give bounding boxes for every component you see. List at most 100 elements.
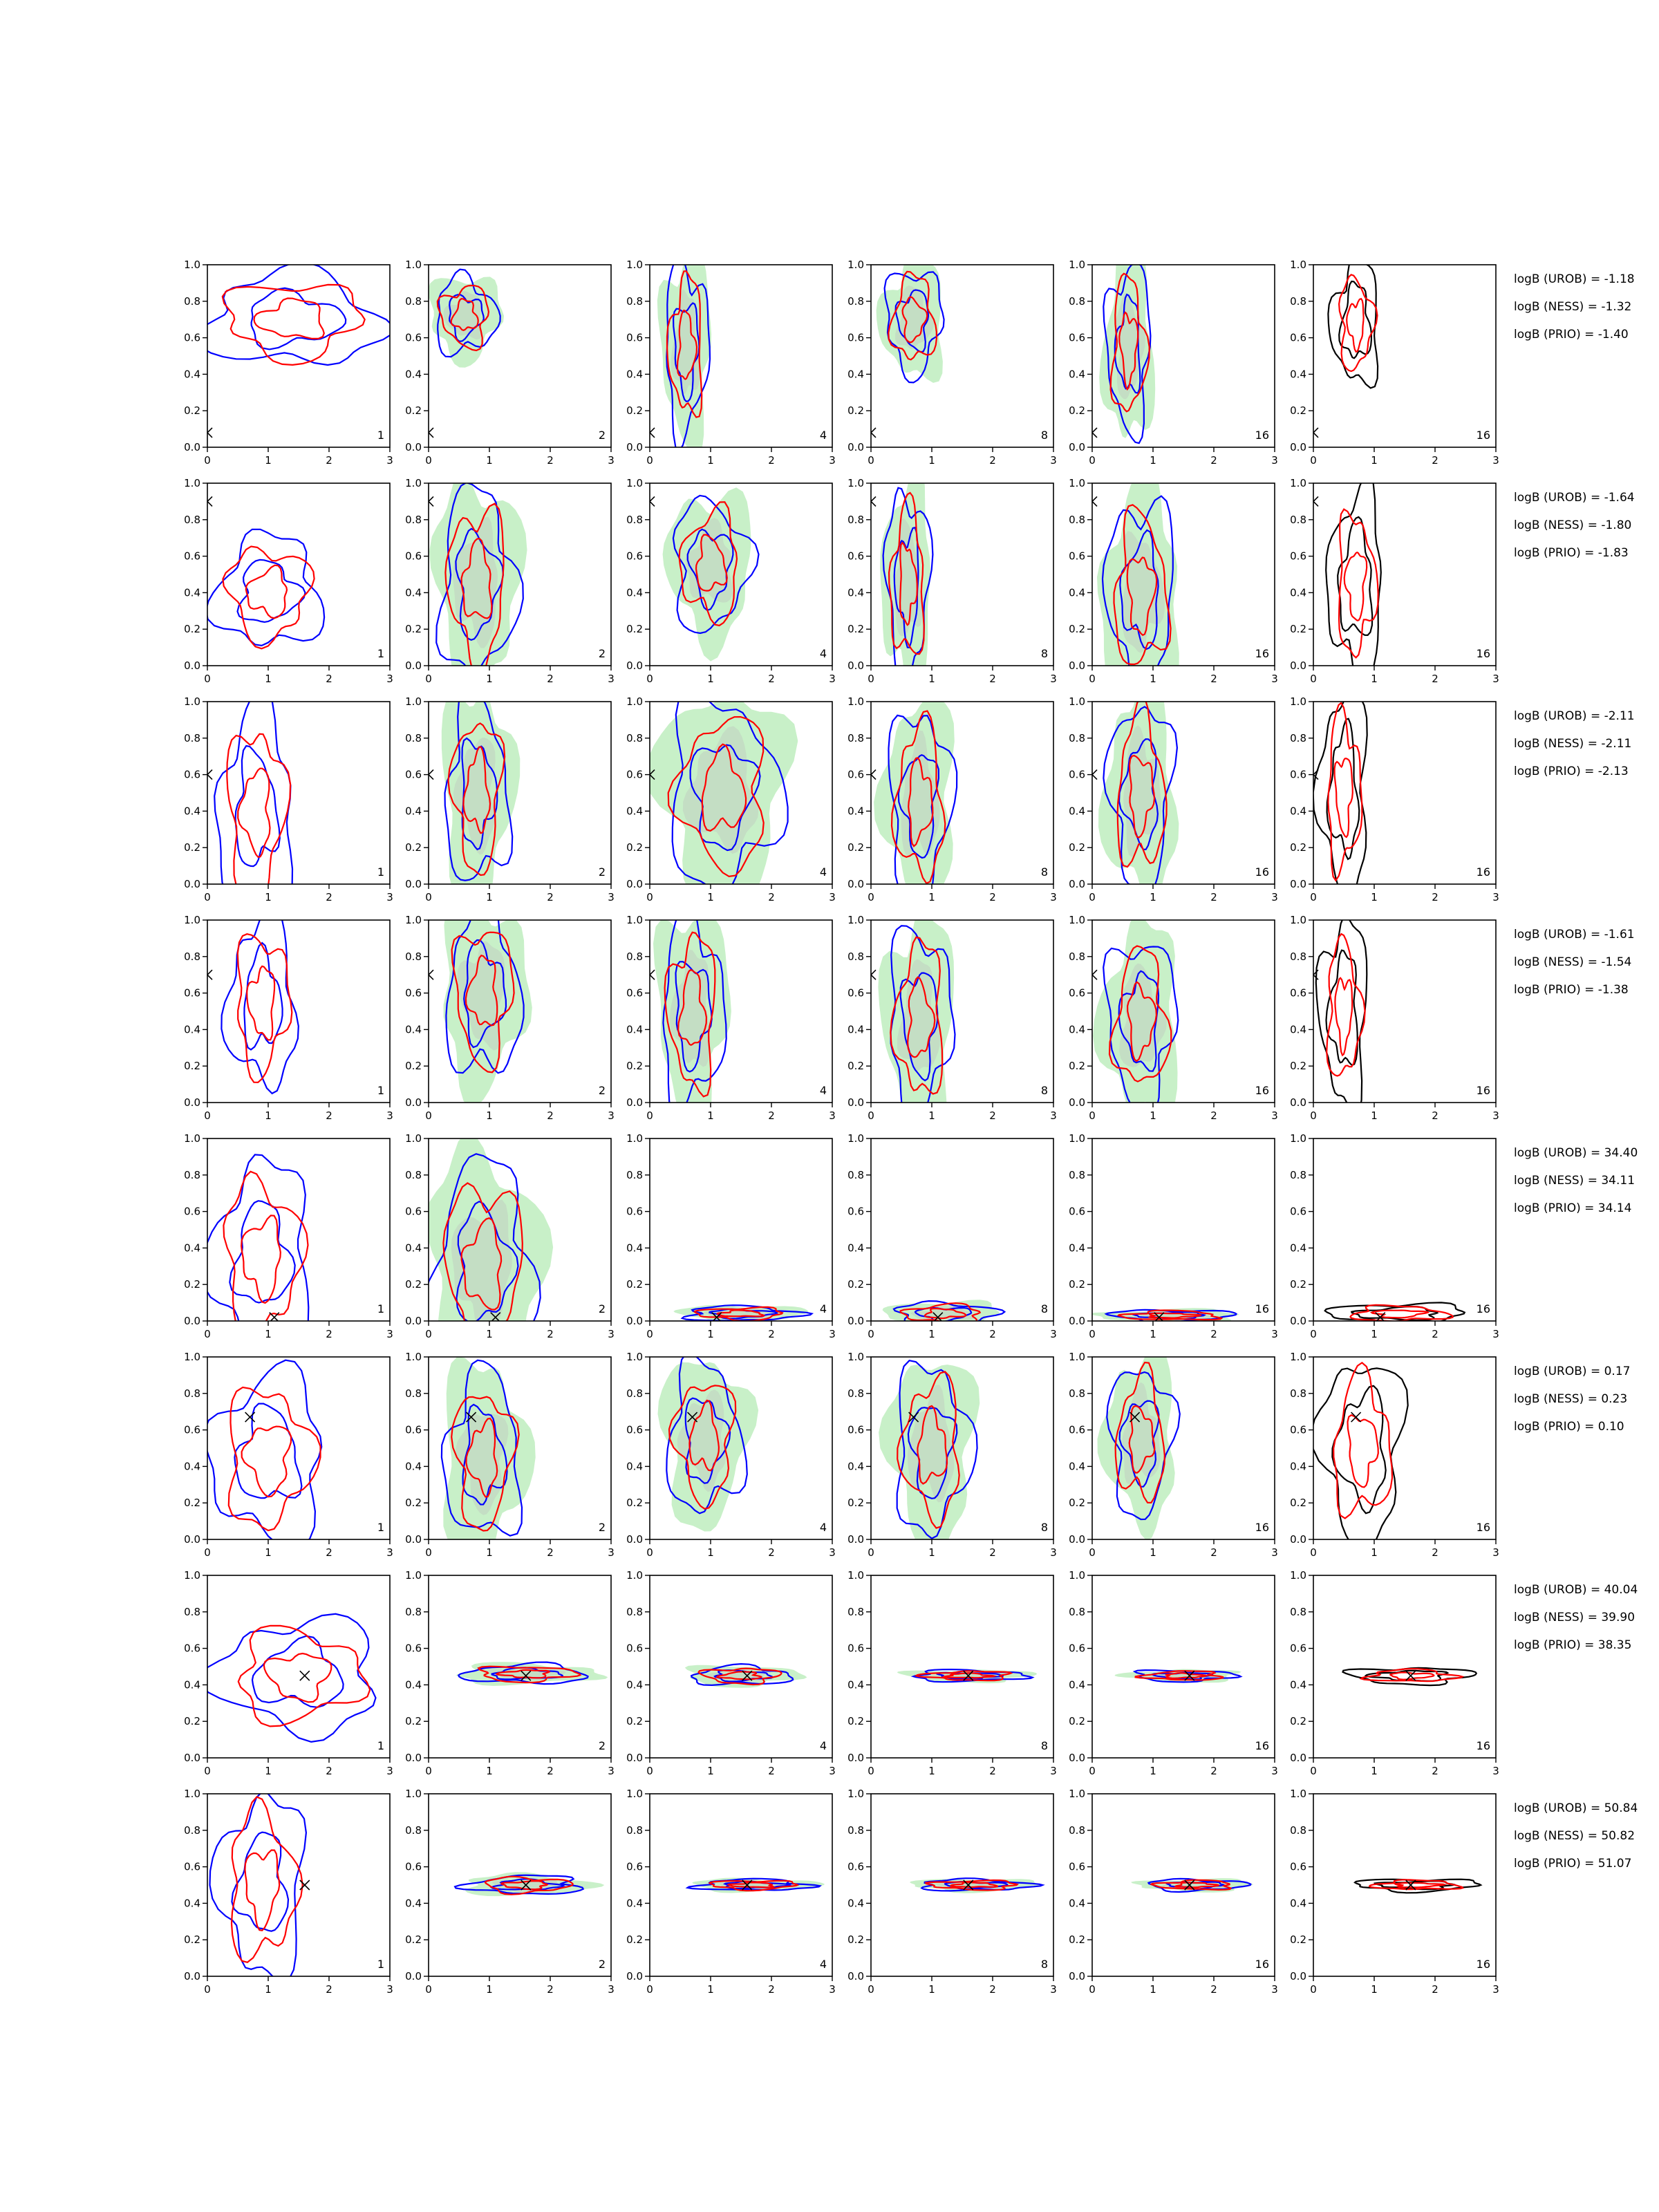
true-value-marker	[871, 427, 877, 438]
y-tick-label: 0.2	[184, 1497, 200, 1509]
axes-frame	[870, 1138, 1054, 1322]
y-tick-label: 0.0	[847, 1752, 864, 1764]
panel-r3-c1: 0 1 2 3 0.0 0.2 0.4 0.6 0.8 1.0 1	[184, 695, 393, 903]
ness-contour-inner	[1147, 1312, 1202, 1319]
x-tick-label: 0	[868, 1983, 874, 1996]
ness-contour-outer	[1368, 1879, 1465, 1891]
panel-r7-c2: 0 1 2 3 0.0 0.2 0.4 0.6 0.8 1.0 2	[405, 1569, 615, 1777]
axes-frame	[207, 1575, 391, 1759]
x-tick-label: 2	[1432, 454, 1438, 467]
panel-r8-c4: 0 1 2 3 0.0 0.2 0.4 0.6 0.8 1.0 8	[847, 1788, 1057, 1996]
x-tick-label: 0	[646, 673, 653, 685]
y-tick-label: 0.6	[1069, 332, 1085, 344]
ness-contour-outer	[664, 931, 716, 1098]
panel-r7-c6: 0 1 2 3 0.0 0.2 0.4 0.6 0.8 1.0 16	[1290, 1569, 1499, 1777]
panel-r5-c4: 0 1 2 3 0.0 0.2 0.4 0.6 0.8 1.0 8	[847, 1132, 1057, 1340]
y-tick-label: 0.8	[626, 1606, 643, 1618]
y-tick-label: 0.6	[184, 1642, 200, 1655]
y-tick-label: 0.4	[405, 586, 422, 599]
y-tick-label: 0.8	[847, 732, 864, 744]
axes-frame	[1091, 1138, 1275, 1322]
y-tick-label: 1.0	[1069, 914, 1085, 926]
panel-r8-c2: 0 1 2 30.00.20.40.60.81.02	[405, 1788, 615, 1996]
urob-contour-outer	[207, 528, 326, 647]
y-tick-label: 0.0	[1290, 659, 1306, 672]
logb-value: logB (PRIO) = -2.13	[1514, 765, 1629, 778]
logb-value: logB (UROB) = -1.64	[1514, 491, 1635, 505]
y-tick-label: 0.2	[1290, 1715, 1306, 1727]
x-tick-label: 2	[547, 1983, 554, 1996]
panel-r2-c2: 0 1 2 3 0.0 0.2 0.4 0.6 0.8 1.0 2	[405, 477, 615, 685]
true-value-marker	[207, 769, 213, 780]
ness-contour-outer	[1338, 508, 1379, 659]
panel-number: 2	[599, 1302, 606, 1315]
true-value-marker	[1130, 1412, 1141, 1423]
x-tick-label: 3	[1271, 1765, 1278, 1777]
y-tick-label: 0.0	[847, 878, 864, 890]
panel-number: 4	[820, 1958, 827, 1971]
y-tick-label: 1.0	[1290, 1788, 1306, 1800]
axes-frame	[428, 1138, 612, 1322]
y-tick-label: 0.8	[626, 1387, 643, 1400]
ness-contour-outer	[477, 1665, 582, 1684]
y-tick-label: 0.6	[184, 550, 200, 563]
urob-contour-inner	[675, 961, 713, 1073]
ness-contour-inner	[1128, 1405, 1156, 1474]
true-value-marker	[429, 769, 434, 780]
y-tick-label: 0.0	[405, 659, 422, 672]
ness-contour-inner	[901, 296, 928, 344]
x-tick-label: 3	[608, 1328, 615, 1340]
y-tick-label: 0.6	[847, 769, 864, 781]
x-tick-label: 0	[1310, 1109, 1317, 1122]
logb-value: logB (UROB) = 34.40	[1514, 1146, 1638, 1160]
urob-contour-outer	[444, 702, 514, 881]
urob-contour-inner	[893, 527, 919, 648]
y-tick-label: 0.2	[1069, 404, 1085, 417]
y-tick-label: 0.8	[1069, 950, 1085, 963]
x-tick-label: 3	[1271, 1328, 1278, 1340]
y-tick-label: 0.2	[405, 1278, 422, 1291]
ness-contour-outer	[1150, 1879, 1232, 1891]
urob-contour-outer	[1103, 706, 1179, 884]
y-tick-label: 0.0	[1290, 1315, 1306, 1327]
y-tick-label: 0.2	[405, 1060, 422, 1072]
logb-annotations-r1: logB (UROB) = -1.18 logB (NESS) = -1.32 lo…	[1514, 272, 1635, 341]
urob-contour-inner	[231, 1831, 290, 1932]
y-tick-label: 0.6	[847, 1861, 864, 1873]
panel-r8-c5: 0 1 2 3 0.0 0.2 0.4 0.6 0.8 1.0 16	[1069, 1788, 1278, 1996]
ness-contour-outer	[451, 1396, 520, 1532]
true-value-marker	[1092, 969, 1098, 980]
y-tick-label: 0.8	[1290, 1606, 1306, 1618]
x-tick-label: 2	[1210, 891, 1217, 903]
x-tick-label: 2	[326, 673, 332, 685]
y-tick-label: 0.8	[1290, 1387, 1306, 1400]
axes-frame	[428, 919, 612, 1103]
y-tick-label: 0.4	[626, 1897, 643, 1909]
y-tick-label: 0.6	[405, 769, 422, 781]
panel-number: 2	[599, 865, 606, 879]
urob-contour-outer	[1101, 495, 1174, 666]
ness-contour-outer	[890, 710, 946, 884]
y-tick-label: 0.2	[847, 623, 864, 635]
panel-r4-c5: 0 1 2 3 0.0 0.2 0.4 0.6 0.8 1.0 16	[1069, 914, 1278, 1122]
x-tick-label: 0	[204, 673, 211, 685]
ness-contour-outer	[442, 1182, 523, 1321]
x-tick-label: 3	[1050, 1765, 1057, 1777]
y-tick-label: 0.6	[1290, 550, 1306, 563]
x-tick-label: 2	[768, 1109, 775, 1122]
panel-r7-c1: 0 1 2 3 0.0 0.2 0.4 0.6 0.8 1.0 1	[184, 1569, 393, 1777]
y-tick-label: 0.4	[405, 368, 422, 380]
x-tick-label: 2	[1210, 1328, 1217, 1340]
axes-frame	[207, 264, 391, 448]
y-tick-label: 0.8	[847, 295, 864, 308]
panel-number: 16	[1255, 1739, 1269, 1752]
y-tick-label: 1.0	[626, 1351, 643, 1363]
logb-annotations-r7: logB (UROB) = 40.04 logB (NESS) = 39.90 lo…	[1514, 1583, 1638, 1652]
panel-r1-c6: 0 1 2 3 0.0 0.2 0.4 0.6 0.8 1.0 16	[1290, 259, 1499, 467]
y-tick-label: 0.2	[1290, 1278, 1306, 1291]
ness-contour-outer	[1359, 1667, 1465, 1683]
axes-frame	[1313, 919, 1497, 1103]
x-tick-label: 2	[768, 891, 775, 903]
x-tick-label: 0	[646, 1109, 653, 1122]
true-value-marker	[871, 969, 877, 980]
